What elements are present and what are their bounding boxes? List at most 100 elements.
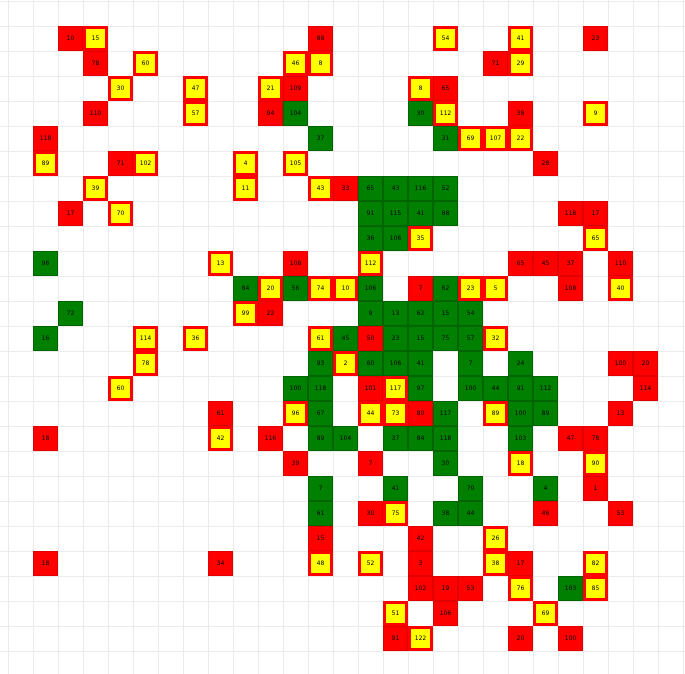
red-tile[interactable]: 102 [408,576,433,601]
green-tile[interactable]: 118 [433,426,458,451]
red-tile[interactable]: 109 [283,76,308,101]
yellow-tile[interactable]: 22 [508,126,533,151]
red-tile[interactable]: 78 [83,51,108,76]
yellow-tile[interactable]: 11 [233,176,258,201]
red-tile[interactable]: 15 [308,526,333,551]
yellow-tile[interactable]: 23 [458,276,483,301]
yellow-tile[interactable]: 76 [508,576,533,601]
green-tile[interactable]: 57 [458,326,483,351]
green-tile[interactable]: 97 [408,376,433,401]
green-tile[interactable]: 44 [483,376,508,401]
green-tile[interactable]: 106 [383,351,408,376]
yellow-tile[interactable]: 112 [433,101,458,126]
red-tile[interactable]: 53 [608,501,633,526]
yellow-tile[interactable]: 122 [408,626,433,651]
green-tile[interactable]: 106 [358,276,383,301]
yellow-tile[interactable]: 102 [133,151,158,176]
green-tile[interactable]: 117 [433,401,458,426]
yellow-tile[interactable]: 42 [208,426,233,451]
yellow-tile[interactable]: 73 [383,401,408,426]
green-tile[interactable]: 54 [458,301,483,326]
green-tile[interactable]: 106 [383,226,408,251]
green-tile[interactable]: 45 [333,326,358,351]
green-tile[interactable]: 41 [408,201,433,226]
green-tile[interactable]: 65 [358,176,383,201]
red-tile[interactable]: 47 [558,426,583,451]
red-tile[interactable]: 53 [458,576,483,601]
green-tile[interactable]: 62 [408,301,433,326]
yellow-tile[interactable]: 8 [408,76,433,101]
green-tile[interactable]: 100 [508,401,533,426]
red-tile[interactable]: 1 [583,476,608,501]
green-tile[interactable]: 37 [308,126,333,151]
yellow-tile[interactable]: 26 [483,526,508,551]
yellow-tile[interactable]: 5 [483,276,508,301]
yellow-tile[interactable]: 9 [583,101,608,126]
yellow-tile[interactable]: 44 [358,401,383,426]
red-tile[interactable]: 100 [558,626,583,651]
red-tile[interactable]: 7 [358,451,383,476]
green-tile[interactable]: 62 [433,276,458,301]
red-tile[interactable]: 101 [358,376,383,401]
red-tile[interactable]: 34 [208,551,233,576]
red-tile[interactable]: 71 [108,151,133,176]
yellow-tile[interactable]: 46 [283,51,308,76]
red-tile[interactable]: 20 [633,351,658,376]
red-tile[interactable]: 17 [58,201,83,226]
green-tile[interactable]: 52 [433,176,458,201]
yellow-tile[interactable]: 40 [608,276,633,301]
green-tile[interactable]: 16 [33,326,58,351]
red-tile[interactable]: 108 [283,251,308,276]
green-tile[interactable]: 84 [233,276,258,301]
yellow-tile[interactable]: 105 [283,151,308,176]
green-tile[interactable]: 36 [358,226,383,251]
red-tile[interactable]: 114 [633,376,658,401]
red-tile[interactable]: 118 [558,201,583,226]
red-tile[interactable]: 30 [358,501,383,526]
green-tile[interactable]: 100 [283,376,308,401]
yellow-tile[interactable]: 38 [483,551,508,576]
green-tile[interactable]: 30 [433,451,458,476]
red-tile[interactable]: 91 [383,626,408,651]
green-tile[interactable]: 38 [433,501,458,526]
green-tile[interactable]: 89 [533,401,558,426]
red-tile[interactable]: 19 [433,576,458,601]
green-tile[interactable]: 75 [433,326,458,351]
red-tile[interactable]: 80 [408,401,433,426]
yellow-tile[interactable]: 48 [308,551,333,576]
red-tile[interactable]: 50 [358,326,383,351]
yellow-tile[interactable]: 65 [583,226,608,251]
green-tile[interactable]: 84 [408,426,433,451]
red-tile[interactable]: 17 [583,201,608,226]
yellow-tile[interactable]: 52 [358,551,383,576]
green-tile[interactable]: 104 [333,426,358,451]
red-tile[interactable]: 65 [508,251,533,276]
yellow-tile[interactable]: 30 [108,76,133,101]
green-tile[interactable]: 89 [308,426,333,451]
green-tile[interactable]: 116 [408,176,433,201]
green-tile[interactable]: 88 [433,201,458,226]
yellow-tile[interactable]: 61 [308,326,333,351]
red-tile[interactable]: 38 [508,101,533,126]
green-tile[interactable]: 7 [308,476,333,501]
red-tile[interactable]: 7 [408,276,433,301]
yellow-tile[interactable]: 117 [383,376,408,401]
yellow-tile[interactable]: 78 [133,351,158,376]
red-tile[interactable]: 118 [33,126,58,151]
green-tile[interactable]: 9 [358,301,383,326]
yellow-tile[interactable]: 60 [108,376,133,401]
green-tile[interactable]: 41 [383,476,408,501]
yellow-tile[interactable]: 114 [133,326,158,351]
red-tile[interactable]: 10 [58,26,83,51]
yellow-tile[interactable]: 74 [308,276,333,301]
red-tile[interactable]: 110 [83,101,108,126]
red-tile[interactable]: 42 [408,526,433,551]
red-tile[interactable]: 17 [508,551,533,576]
green-tile[interactable]: 60 [358,351,383,376]
yellow-tile[interactable]: 96 [283,401,308,426]
red-tile[interactable]: 45 [533,251,558,276]
yellow-tile[interactable]: 85 [583,576,608,601]
red-tile[interactable]: 3 [408,551,433,576]
green-tile[interactable]: 93 [308,351,333,376]
red-tile[interactable]: 100 [608,351,633,376]
